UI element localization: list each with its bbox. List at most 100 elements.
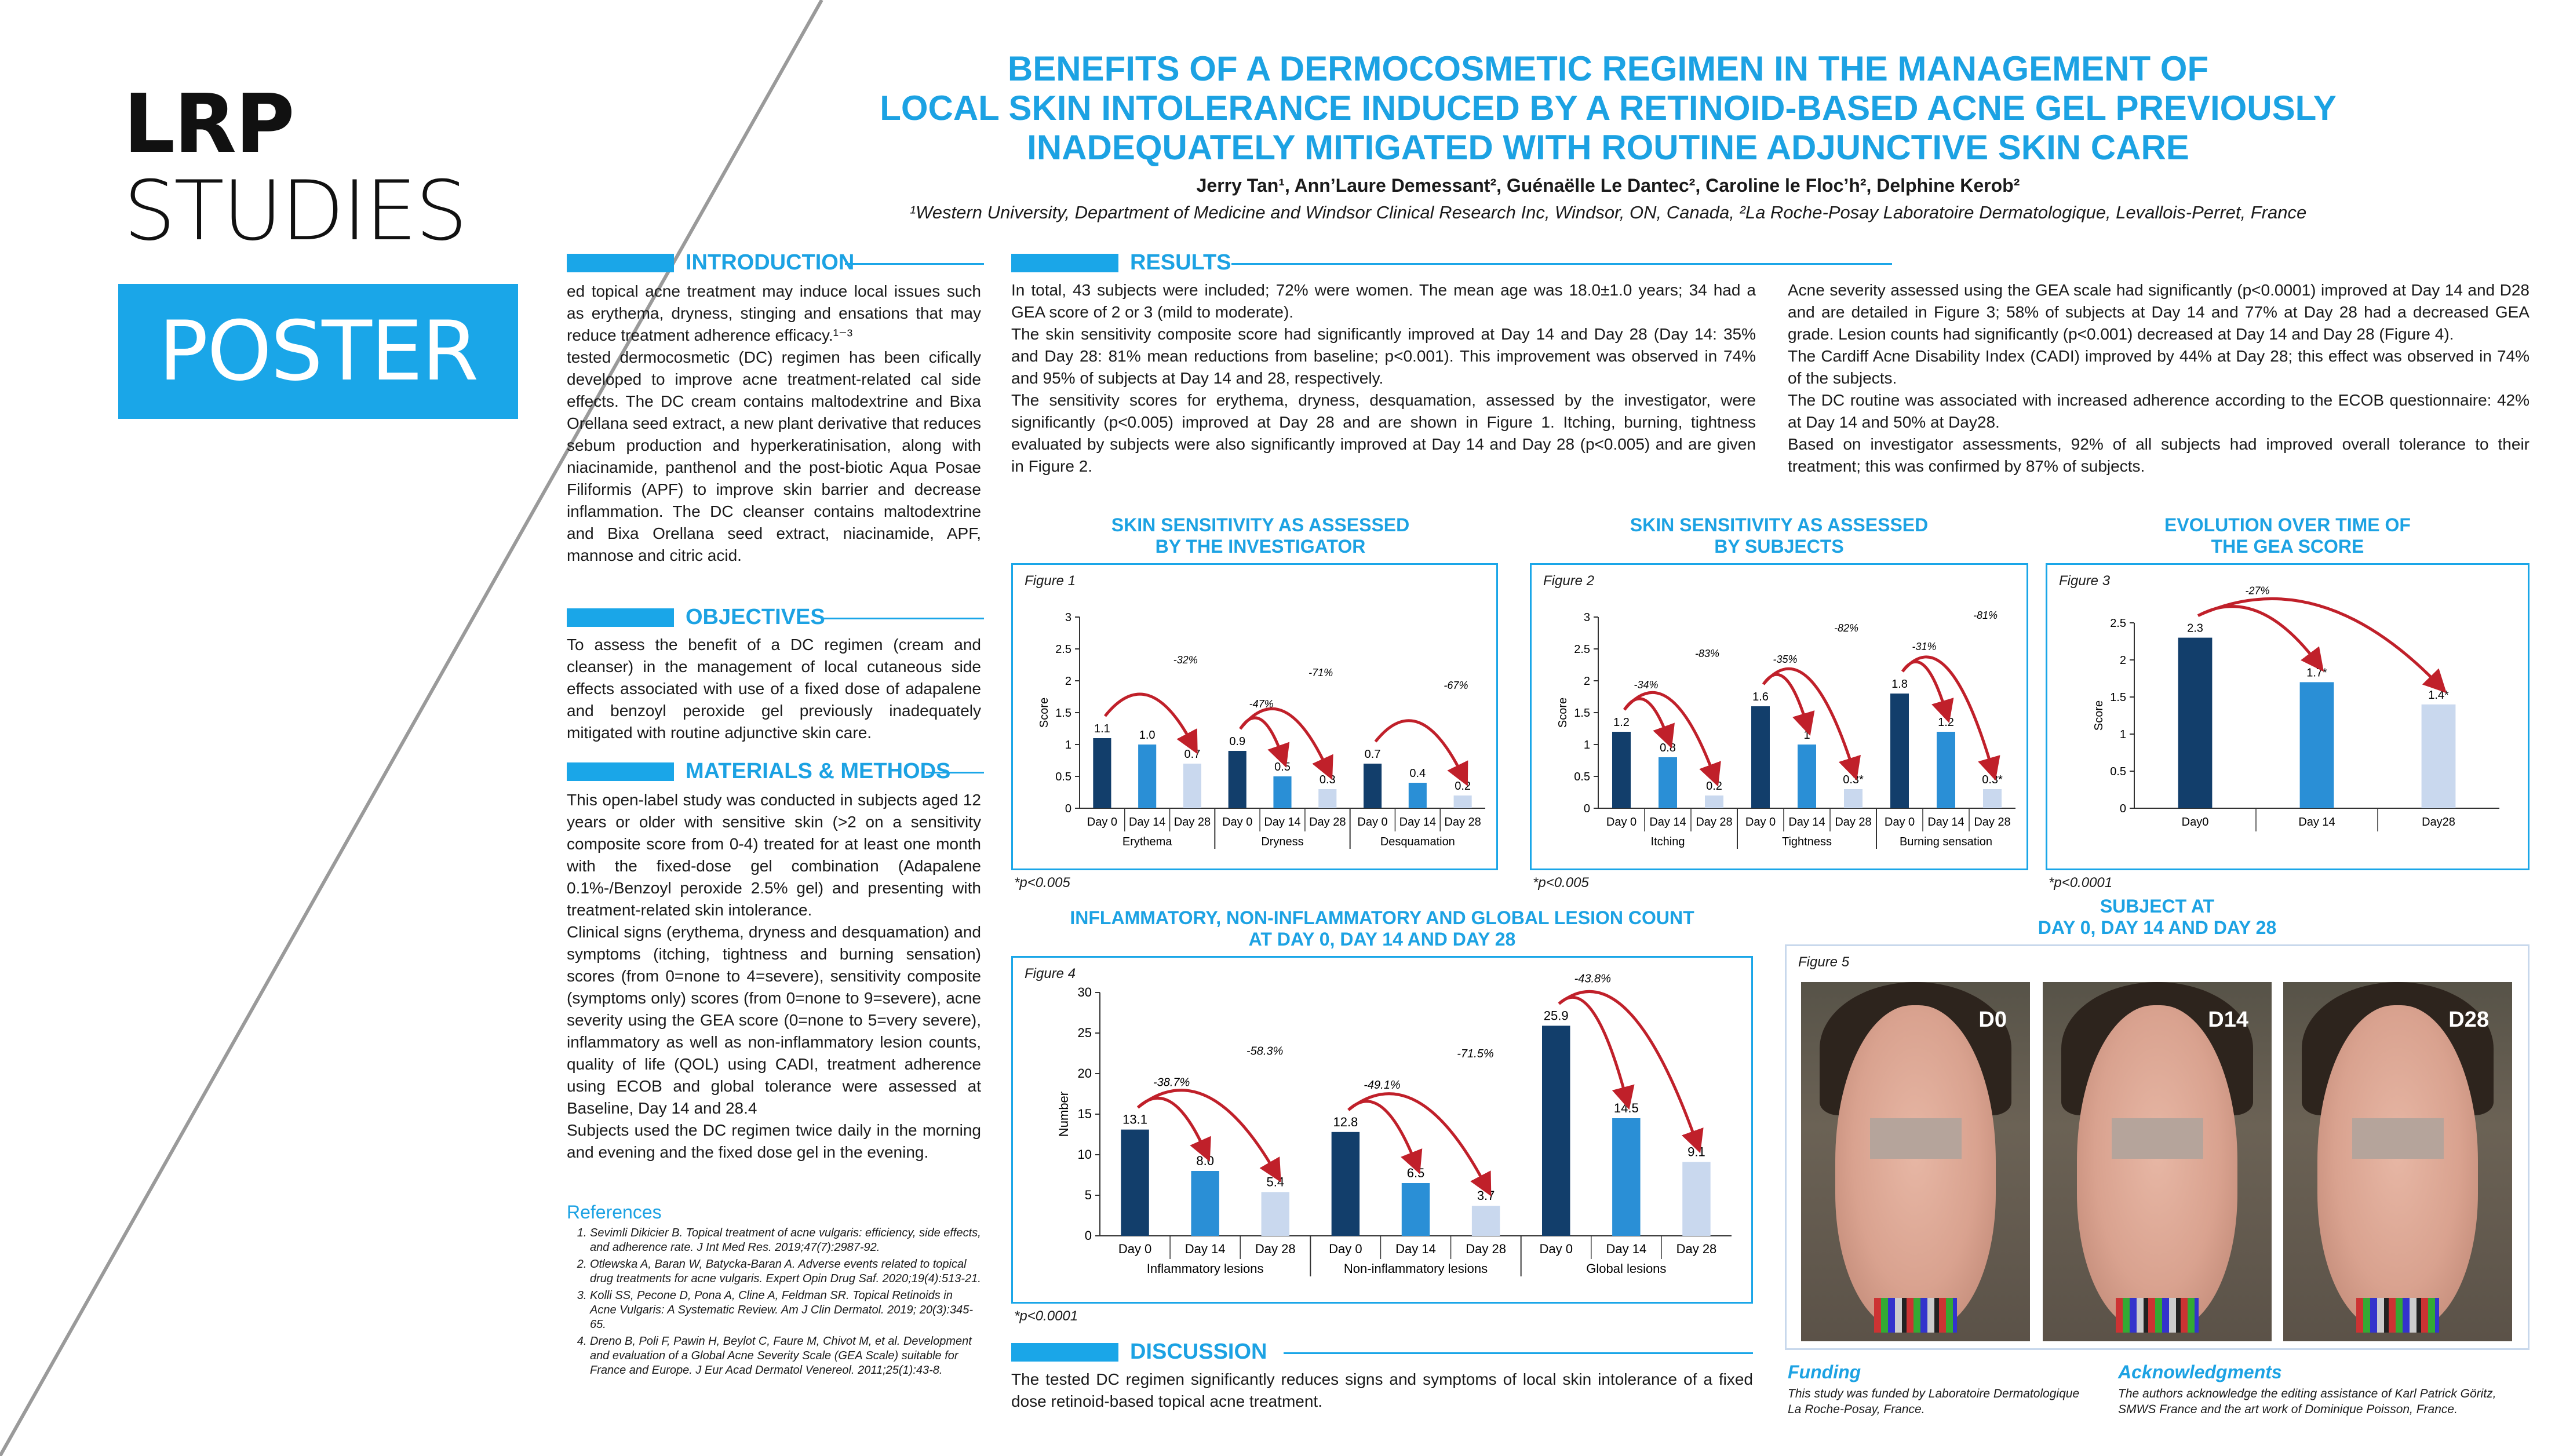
bar bbox=[1705, 795, 1723, 808]
data-label: 25.9 bbox=[1544, 1008, 1569, 1023]
acknowledgments-text: The authors acknowledge the editing assi… bbox=[2118, 1387, 2496, 1416]
photo-label: D28 bbox=[2448, 1008, 2489, 1032]
bar bbox=[1408, 783, 1427, 808]
bar bbox=[1261, 1192, 1289, 1236]
reference-item: Sevimli Dikicier B. Topical treatment of… bbox=[590, 1226, 981, 1255]
y-tick-label: 0 bbox=[1584, 802, 1590, 815]
data-label: 1.1 bbox=[1094, 722, 1110, 735]
chart2-title: SKIN SENSITIVITY AS ASSESSED BY SUBJECTS bbox=[1530, 514, 2028, 557]
title-line: INADEQUATELY MITIGATED WITH ROUTINE ADJU… bbox=[1027, 128, 2189, 167]
x-tick-label: Day 28 bbox=[1309, 816, 1346, 829]
y-tick-label: 0.5 bbox=[2110, 765, 2126, 778]
photo-label: D14 bbox=[2208, 1008, 2248, 1032]
references: References Sevimli Dikicier B. Topical t… bbox=[567, 1200, 981, 1380]
change-label: -31% bbox=[1912, 641, 1936, 652]
objectives-heading: OBJECTIVES bbox=[567, 605, 984, 629]
bar bbox=[1542, 1026, 1570, 1236]
color-checker bbox=[2116, 1298, 2199, 1333]
data-label: 1 bbox=[1803, 729, 1810, 742]
poster-badge: POSTER bbox=[118, 284, 518, 419]
data-label: 0.3* bbox=[1843, 773, 1864, 786]
chart1-box: Figure 1 0 0.5 1 1.5 2 2.5 3 Score 1.1 Day 0 1.0 Da… bbox=[1011, 563, 1498, 870]
paragraph: Acne severity assessed using the GEA sca… bbox=[1788, 281, 2530, 343]
chart3-footnote: *p<0.0001 bbox=[2049, 875, 2113, 891]
paragraph: In total, 43 subjects were included; 72%… bbox=[1011, 281, 1756, 321]
chart4-svg: 0 5 10 15 20 25 30 Number 13.1 Day 0 8.0 Day 14 5.4 D… bbox=[1056, 941, 1732, 1276]
x-tick-label: Day 0 bbox=[1118, 1242, 1151, 1256]
change-arrow bbox=[2197, 597, 2447, 694]
change-label: -32% bbox=[1173, 654, 1198, 666]
bar bbox=[1273, 776, 1292, 808]
data-label: 0.9 bbox=[1229, 735, 1245, 748]
group-label: Non-inflammatory lesions bbox=[1344, 1261, 1488, 1276]
y-tick-label: 1.5 bbox=[2110, 691, 2126, 704]
y-tick-label: 1 bbox=[1584, 739, 1590, 751]
data-label: 9.1 bbox=[1687, 1145, 1705, 1159]
y-tick-label: 2.5 bbox=[2110, 617, 2126, 630]
bar bbox=[1682, 1162, 1711, 1236]
x-tick-label: Day 28 bbox=[1676, 1242, 1717, 1256]
group-label: Desquamation bbox=[1380, 835, 1455, 848]
chart2-svg: 0 0.5 1 1.5 2 2.5 3 Score 1.2 Day 0 0.8 Day 14 0.2 Da… bbox=[1557, 610, 2015, 849]
y-tick-label: 1 bbox=[1065, 739, 1071, 751]
change-arrow bbox=[1762, 673, 1815, 736]
discussion-heading: DISCUSSION bbox=[1011, 1340, 1753, 1364]
results-col2: Acne severity assessed using the GEA sca… bbox=[1788, 279, 2530, 477]
chart3-box: Figure 3 0 0.5 1 1.5 2 2.5 Score 2.3 Day0 1.7* Day… bbox=[2046, 554, 2530, 870]
photo-day28: D28 bbox=[2283, 982, 2512, 1341]
reference-item: Kolli SS, Pecone D, Pona A, Cline A, Fel… bbox=[590, 1289, 981, 1332]
data-label: 2.3 bbox=[2187, 622, 2203, 635]
y-tick-label: 25 bbox=[1078, 1026, 1092, 1040]
eye-blur bbox=[1869, 1118, 1962, 1159]
x-tick-label: Day 0 bbox=[1606, 816, 1636, 829]
x-tick-label: Day0 bbox=[2182, 816, 2209, 829]
y-axis-label: Score bbox=[1038, 698, 1051, 728]
x-tick-label: Day 28 bbox=[1174, 816, 1211, 829]
photo-day0: D0 bbox=[1801, 982, 2030, 1341]
color-checker bbox=[1874, 1298, 1957, 1333]
change-label: -27% bbox=[2245, 585, 2269, 597]
results-col1: In total, 43 subjects were included; 72%… bbox=[1011, 279, 1756, 477]
group-label: Global lesions bbox=[1586, 1261, 1666, 1276]
bar bbox=[1937, 732, 1955, 808]
bar bbox=[1093, 738, 1111, 808]
paragraph: ed topical acne treatment may induce loc… bbox=[567, 282, 981, 344]
brand-lrp: LRP bbox=[123, 77, 295, 171]
x-tick-label: Day 0 bbox=[1745, 816, 1776, 829]
x-tick-label: Day 28 bbox=[1835, 816, 1871, 829]
bar bbox=[1183, 764, 1201, 808]
chart4-title: INFLAMMATORY, NON-INFLAMMATORY AND GLOBA… bbox=[1011, 907, 1753, 950]
data-label: 0.3* bbox=[1982, 773, 2003, 786]
y-tick-label: 2 bbox=[1065, 675, 1071, 688]
affiliations: ¹Western University, Department of Medic… bbox=[909, 202, 2307, 222]
x-tick-label: Day 14 bbox=[1264, 816, 1300, 829]
bar bbox=[1798, 745, 1816, 808]
y-tick-label: 0.5 bbox=[1574, 771, 1590, 783]
color-checker bbox=[2356, 1298, 2439, 1333]
change-arrow bbox=[1347, 1092, 1492, 1196]
x-tick-label: Day 14 bbox=[1185, 1242, 1226, 1256]
chart2-footnote: *p<0.005 bbox=[1533, 875, 1589, 891]
x-tick-label: Day 28 bbox=[1255, 1242, 1296, 1256]
x-tick-label: Day 0 bbox=[1329, 1242, 1362, 1256]
funding-text: This study was funded by Laboratoire Der… bbox=[1788, 1387, 2080, 1416]
data-label: 0.2 bbox=[1455, 780, 1471, 793]
methods-text: This open-label study was conducted in s… bbox=[567, 789, 981, 1163]
group-label: Tightness bbox=[1782, 835, 1832, 848]
bar bbox=[1453, 795, 1472, 808]
figure-label: Figure 5 bbox=[1798, 954, 1850, 970]
chart3-title: EVOLUTION OVER TIME OF THE GEA SCORE bbox=[2046, 514, 2530, 557]
paragraph: The sensitivity scores for erythema, dry… bbox=[1011, 391, 1756, 475]
chart-title-line: SKIN SENSITIVITY AS ASSESSED bbox=[1111, 514, 1410, 535]
y-tick-label: 3 bbox=[1065, 611, 1071, 624]
change-label: -43.8% bbox=[1574, 972, 1611, 985]
data-label: 0.5 bbox=[1274, 761, 1291, 773]
change-label: -38.7% bbox=[1153, 1077, 1190, 1089]
y-axis-label: Number bbox=[1056, 1092, 1071, 1137]
bar bbox=[1401, 1183, 1430, 1236]
data-label: 0.7 bbox=[1365, 748, 1381, 761]
photo-label: D0 bbox=[1978, 1008, 2007, 1032]
reference-item: Otlewska A, Baran W, Batycka-Baran A. Ad… bbox=[590, 1257, 981, 1286]
change-label: -83% bbox=[1695, 648, 1719, 659]
data-label: 1.4* bbox=[2428, 689, 2449, 702]
